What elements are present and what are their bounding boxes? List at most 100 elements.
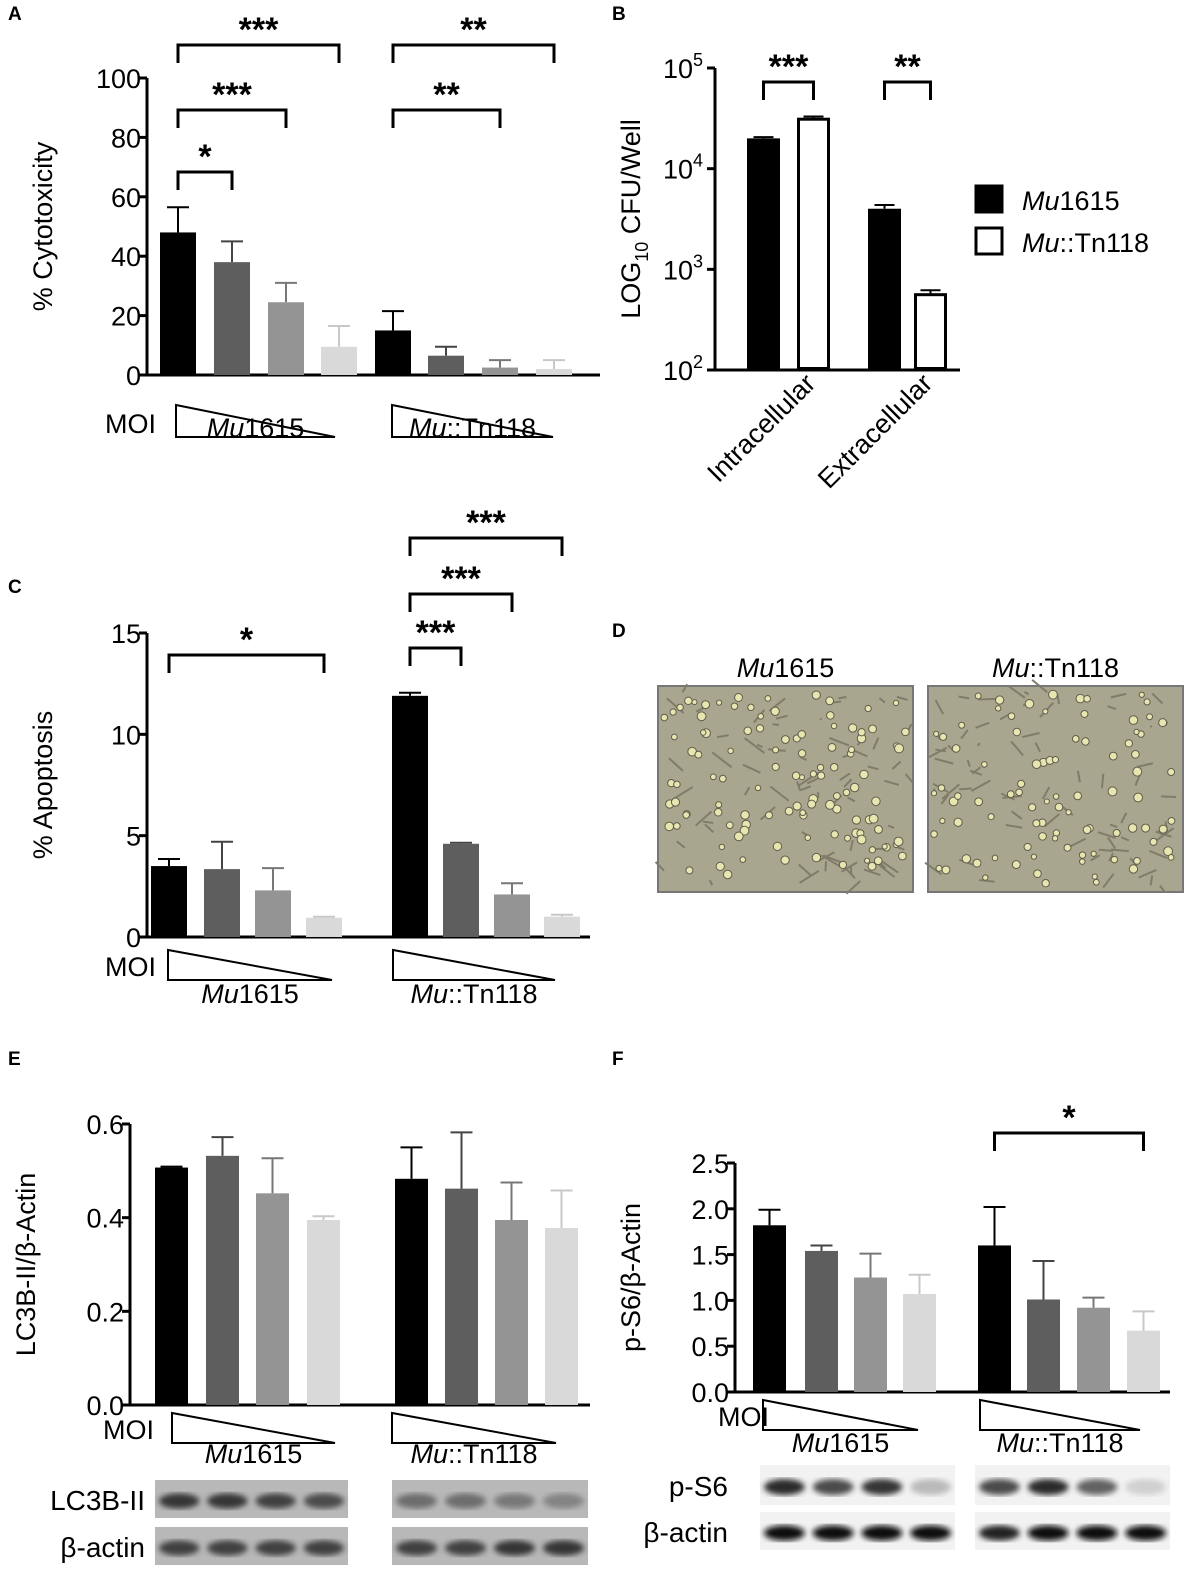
cell <box>994 705 1002 712</box>
significance-label: *** <box>212 76 252 114</box>
cell <box>898 851 907 861</box>
cell <box>725 821 734 830</box>
bar <box>1077 1307 1110 1392</box>
cell-process <box>824 861 828 872</box>
group-label: Mu::Tn118 <box>409 413 536 443</box>
cell-process <box>1076 770 1081 783</box>
cell <box>1167 816 1176 825</box>
cell <box>733 831 744 842</box>
cell <box>755 724 765 733</box>
group-label: Mu1615 <box>201 979 299 1009</box>
cell-process <box>1110 692 1127 699</box>
cell <box>1133 728 1140 735</box>
bar <box>495 1220 528 1405</box>
cell <box>709 773 717 781</box>
x-category-label: Intracellular <box>701 368 821 488</box>
group-label-italic: Mu <box>792 1428 830 1458</box>
cell <box>722 869 733 880</box>
cell <box>881 843 888 850</box>
cell-process <box>708 879 714 886</box>
cell <box>1048 689 1058 700</box>
cell <box>894 743 905 754</box>
cell <box>864 857 871 864</box>
cell-process <box>970 779 991 792</box>
cell <box>868 724 877 734</box>
cell-process <box>833 700 842 704</box>
cell-process <box>742 763 761 774</box>
cell <box>987 813 995 821</box>
cell <box>1032 819 1041 828</box>
y-tick-label: 20 <box>111 302 141 332</box>
y-label-sub: 10 <box>632 242 652 262</box>
cell <box>730 702 739 710</box>
moi-label: MOI <box>105 409 156 439</box>
cell <box>1092 878 1100 886</box>
cell <box>868 813 879 824</box>
cell-process <box>1007 684 1026 699</box>
cell <box>827 742 837 752</box>
cell <box>804 834 812 841</box>
bar <box>805 1250 838 1392</box>
cell-process <box>849 839 854 852</box>
tick-base: 10 <box>663 356 693 386</box>
cell <box>933 730 940 737</box>
blot-band <box>395 1540 438 1556</box>
significance-label: ** <box>460 11 487 49</box>
cell-process <box>1043 813 1060 828</box>
y-tick-label: 0 <box>126 361 141 391</box>
image-title: Mu1615 <box>737 653 835 683</box>
group-label-italic: Mu <box>410 1439 448 1469</box>
moi-gradient-triangle <box>167 948 333 981</box>
blot-band <box>910 1525 952 1541</box>
cell <box>700 729 707 736</box>
cell <box>718 843 726 851</box>
blot-band <box>978 1525 1020 1541</box>
bar <box>545 1227 578 1405</box>
cell <box>1038 832 1047 841</box>
bar <box>1027 1299 1060 1392</box>
cell <box>825 799 835 810</box>
tick-exponent: 4 <box>693 151 703 171</box>
cell-process <box>1022 732 1040 739</box>
cell <box>832 804 842 814</box>
cell <box>829 763 839 772</box>
cell-process <box>966 759 971 768</box>
cell <box>781 735 790 744</box>
blot-band <box>861 1479 903 1495</box>
cell-process <box>1149 849 1168 859</box>
y-axis-label: % Apoptosis <box>28 711 58 860</box>
cell <box>873 856 883 866</box>
cell <box>939 732 948 741</box>
cell-process <box>887 824 895 829</box>
significance-bracket <box>408 536 564 556</box>
cell <box>1158 718 1168 728</box>
cell <box>826 711 835 720</box>
cell-process <box>1159 885 1166 893</box>
cell-process <box>940 794 950 805</box>
group-label: Mu1615 <box>207 413 305 443</box>
bar <box>536 369 572 375</box>
legend-rest: 1615 <box>1060 186 1120 216</box>
cell <box>972 858 982 868</box>
blot-band <box>493 1493 536 1509</box>
cell-process <box>1107 705 1117 711</box>
cell-process <box>891 760 902 770</box>
blot-band <box>207 1493 248 1509</box>
blot-band <box>158 1540 200 1556</box>
significance-label: *** <box>416 614 456 652</box>
cell-process <box>775 714 788 720</box>
cell <box>734 693 743 702</box>
y-axis-label: % Cytotoxicity <box>28 141 58 311</box>
moi-gradient-triangle <box>979 1398 1141 1431</box>
cell <box>771 762 780 771</box>
bar <box>1127 1330 1160 1392</box>
bar <box>428 355 464 375</box>
significance-label: ** <box>894 48 921 86</box>
cell-process <box>756 743 763 748</box>
cell <box>825 696 835 706</box>
cell-process <box>935 748 946 753</box>
y-tick-label: 5 <box>126 822 141 852</box>
cell <box>951 744 961 753</box>
